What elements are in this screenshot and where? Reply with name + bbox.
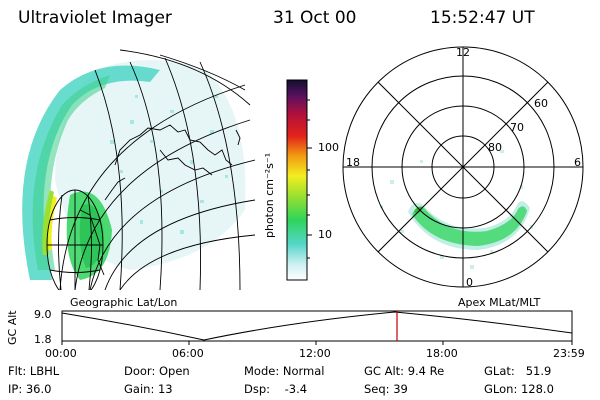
altitude-plot bbox=[61, 310, 573, 345]
time-tick-2359: 23:59 bbox=[553, 347, 585, 360]
colorbar-tick-100: 100 bbox=[318, 141, 339, 154]
gc-alt-axis-label: GC Alt bbox=[6, 310, 19, 345]
time-tick-0600: 06:00 bbox=[172, 347, 204, 360]
info-flt: Flt: LBHL bbox=[8, 364, 60, 378]
mlt-label-6: 6 bbox=[574, 156, 581, 169]
apex-label: Apex MLat/MLT bbox=[458, 296, 541, 309]
lat-label-60: 60 bbox=[534, 97, 548, 110]
info-glat: GLat: 51.9 bbox=[484, 364, 552, 378]
app-title: Ultraviolet Imager bbox=[18, 8, 172, 28]
polar-plot bbox=[342, 46, 584, 288]
geographic-image bbox=[22, 49, 256, 290]
colorbar-tick-10: 10 bbox=[318, 228, 332, 241]
geographic-label: Geographic Lat/Lon bbox=[70, 296, 178, 309]
info-mode: Mode: Normal bbox=[244, 364, 325, 378]
alt-tick-9: 9.0 bbox=[34, 308, 52, 321]
info-door: Door: Open bbox=[124, 364, 190, 378]
date-label: 31 Oct 00 bbox=[273, 8, 357, 28]
color-bar bbox=[286, 79, 312, 281]
time-label: 15:52:47 UT bbox=[430, 8, 535, 28]
info-gain: Gain: 13 bbox=[124, 382, 173, 396]
lat-label-70: 70 bbox=[510, 121, 524, 134]
info-gc-alt: GC Alt: 9.4 Re bbox=[364, 364, 445, 378]
alt-tick-1.8: 1.8 bbox=[34, 333, 52, 346]
info-glon: GLon: 128.0 bbox=[484, 382, 554, 396]
lat-label-80: 80 bbox=[488, 141, 502, 154]
mlt-label-18: 18 bbox=[346, 156, 360, 169]
time-tick-1800: 18:00 bbox=[426, 347, 458, 360]
colorbar-unit-label: photon cm⁻²s⁻¹ bbox=[263, 152, 276, 238]
mlt-label-12: 12 bbox=[456, 46, 470, 59]
time-tick-0000: 00:00 bbox=[45, 347, 77, 360]
info-seq: Seq: 39 bbox=[364, 382, 408, 396]
mlt-label-0: 0 bbox=[466, 276, 473, 289]
info-dsp: Dsp: -3.4 bbox=[244, 382, 308, 396]
time-tick-1200: 12:00 bbox=[299, 347, 331, 360]
info-ip: IP: 36.0 bbox=[8, 382, 52, 396]
